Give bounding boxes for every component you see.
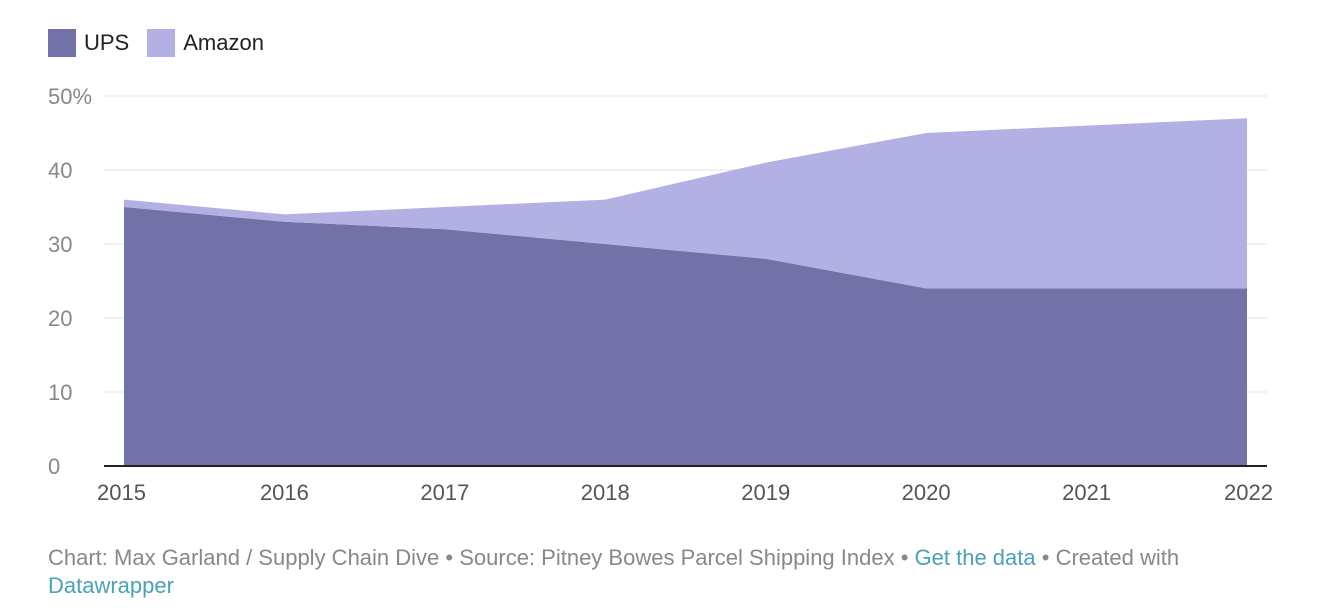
legend-label-ups: UPS (84, 30, 130, 55)
y-tick-label: 20 (48, 306, 72, 331)
x-tick-label: 2015 (97, 480, 146, 505)
y-tick-label: 30 (48, 232, 72, 257)
x-tick-label: 2017 (420, 480, 469, 505)
x-tick-label: 2016 (260, 480, 309, 505)
area-ups (124, 207, 1247, 466)
legend-swatch-ups (48, 29, 76, 57)
legend: UPS Amazon (48, 28, 264, 58)
chart-footer: Chart: Max Garland / Supply Chain Dive •… (48, 544, 1288, 600)
area-amazon (124, 118, 1247, 289)
footer-separator: • (894, 545, 915, 570)
legend-item-ups: UPS (48, 29, 129, 57)
footer-created-with: Created with (1055, 545, 1180, 570)
footer-credit: Chart: Max Garland / Supply Chain Dive (48, 545, 440, 570)
datawrapper-link[interactable]: Datawrapper (48, 573, 174, 598)
x-tick-label: 2021 (1062, 480, 1111, 505)
legend-swatch-amazon (147, 29, 176, 57)
legend-item-amazon: Amazon (147, 29, 264, 57)
y-tick-label: 0 (48, 454, 60, 479)
y-tick-label: 10 (48, 380, 72, 405)
x-tick-label: 2022 (1224, 480, 1273, 505)
footer-separator: • (439, 545, 460, 570)
footer-source: Source: Pitney Bowes Parcel Shipping Ind… (459, 545, 895, 570)
get-the-data-link[interactable]: Get the data (914, 545, 1036, 570)
x-tick-label: 2018 (581, 480, 630, 505)
area-chart: 0 10 20 30 40 50% 2015 2016 2017 2018 2019 2020 2021… (48, 84, 1273, 505)
footer-separator: • (1035, 545, 1056, 570)
y-tick-label: 40 (48, 158, 72, 183)
x-tick-label: 2019 (741, 480, 790, 505)
legend-label-amazon: Amazon (183, 30, 264, 55)
x-tick-label: 2020 (902, 480, 951, 505)
y-tick-label: 50% (48, 84, 92, 109)
